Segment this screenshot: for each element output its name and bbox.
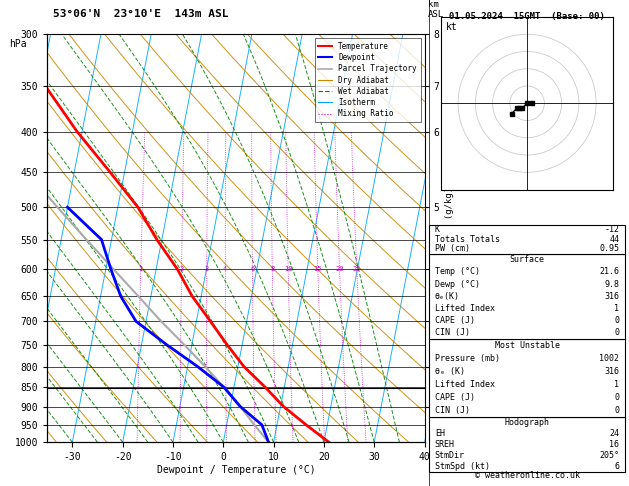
Text: 0: 0 [615,405,620,415]
Text: CIN (J): CIN (J) [435,328,470,337]
Text: 1: 1 [138,266,143,272]
Text: K: K [435,225,440,234]
Text: 15: 15 [313,266,322,272]
Text: CAPE (J): CAPE (J) [435,316,475,325]
Text: 0.95: 0.95 [599,244,620,253]
Text: Hodograph: Hodograph [504,417,550,427]
Text: 25: 25 [352,266,361,272]
Text: Totals Totals: Totals Totals [435,235,500,243]
Text: 1: 1 [615,380,620,389]
Text: θₑ(K): θₑ(K) [435,292,460,301]
Text: 01.05.2024  15GMT  (Base: 00): 01.05.2024 15GMT (Base: 00) [449,12,605,21]
Text: CAPE (J): CAPE (J) [435,393,475,401]
Text: CIN (J): CIN (J) [435,405,470,415]
Text: Dewp (°C): Dewp (°C) [435,279,480,289]
Text: kt: kt [446,22,458,32]
Text: © weatheronline.co.uk: © weatheronline.co.uk [475,470,579,480]
Text: 0: 0 [615,393,620,401]
Text: θₑ (K): θₑ (K) [435,366,465,376]
Text: StmDir: StmDir [435,451,465,460]
Text: 1002: 1002 [599,354,620,363]
Text: 21.6: 21.6 [599,267,620,277]
Text: 24: 24 [610,429,620,438]
Text: 3: 3 [204,266,209,272]
Text: Lifted Index: Lifted Index [435,380,495,389]
Text: -12: -12 [604,225,620,234]
Text: 44: 44 [610,235,620,243]
Text: 6: 6 [250,266,255,272]
Text: 6: 6 [615,462,620,471]
Legend: Temperature, Dewpoint, Parcel Trajectory, Dry Adiabat, Wet Adiabat, Isotherm, Mi: Temperature, Dewpoint, Parcel Trajectory… [314,38,421,122]
Text: km
ASL: km ASL [428,0,444,19]
Text: 53°06'N  23°10'E  143m ASL: 53°06'N 23°10'E 143m ASL [53,9,229,19]
Text: hPa: hPa [9,39,27,49]
Text: 10: 10 [284,266,292,272]
Text: 316: 316 [604,366,620,376]
Text: SREH: SREH [435,440,455,449]
X-axis label: Dewpoint / Temperature (°C): Dewpoint / Temperature (°C) [157,465,315,475]
Text: 0: 0 [615,316,620,325]
Text: EH: EH [435,429,445,438]
Text: Most Unstable: Most Unstable [494,341,560,350]
Text: Temp (°C): Temp (°C) [435,267,480,277]
Y-axis label: Mixing Ratio (g/kg): Mixing Ratio (g/kg) [445,187,454,289]
Text: StmSpd (kt): StmSpd (kt) [435,462,490,471]
Text: PW (cm): PW (cm) [435,244,470,253]
Text: 0: 0 [615,328,620,337]
Text: Pressure (mb): Pressure (mb) [435,354,500,363]
Text: 4: 4 [223,266,228,272]
Text: LCL: LCL [430,384,446,393]
Text: 16: 16 [610,440,620,449]
Text: 316: 316 [604,292,620,301]
Text: 1: 1 [615,304,620,313]
Text: Lifted Index: Lifted Index [435,304,495,313]
Text: 2: 2 [179,266,184,272]
Text: 9.8: 9.8 [604,279,620,289]
Text: 205°: 205° [599,451,620,460]
Text: 8: 8 [270,266,274,272]
Text: 20: 20 [335,266,344,272]
Text: Surface: Surface [509,255,545,264]
